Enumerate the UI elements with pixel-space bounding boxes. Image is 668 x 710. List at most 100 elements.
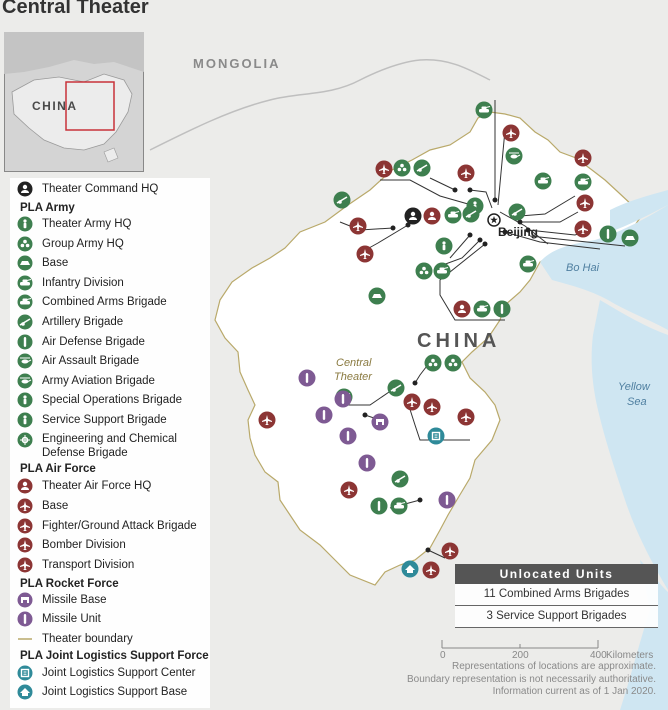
unit-tank-icon <box>444 206 462 224</box>
leader-line <box>343 389 393 406</box>
legend-army-item-6-symbol-icon <box>17 334 33 350</box>
legend-air-item-4-symbol-icon <box>17 557 33 573</box>
unit-base-icon <box>368 287 386 305</box>
legend-engineering <box>16 432 42 448</box>
legend-jlsf-item-0: Joint Logistics Support Center <box>16 665 195 681</box>
legend-theater-hq-symbol-icon <box>17 181 33 197</box>
leader-line <box>427 549 446 559</box>
unit-missile-icon <box>599 225 617 243</box>
unit-gun-icon <box>462 205 480 223</box>
legend-army-item-10: Service Support Brigade <box>16 412 167 428</box>
leader-line <box>439 239 481 267</box>
unit-gun-icon <box>333 191 351 209</box>
location-dot <box>467 232 473 238</box>
legend-army-item-9-symbol-icon <box>17 392 33 408</box>
leader-line <box>504 231 601 250</box>
leader-line <box>520 211 579 223</box>
leader-line <box>497 129 506 206</box>
bohai-label: Bo Hai <box>566 262 600 274</box>
legend-theater-hq-label: Theater Command HQ <box>42 183 159 195</box>
location-dot <box>517 219 523 225</box>
unlocated-units-panel: Unlocated Units 11 Combined Arms Brigade… <box>455 564 658 628</box>
legend-army-item-2-symbol-icon <box>17 255 33 271</box>
legend-army-item-1-symbol-icon <box>17 236 33 252</box>
location-dot <box>482 241 488 247</box>
legend-army-item-3: Infantry Division <box>16 275 124 291</box>
beijing-star-icon <box>487 213 501 227</box>
theater-label-line2: Theater <box>334 371 373 383</box>
unit-person-icon <box>435 237 453 255</box>
unit-missile-icon <box>315 406 333 424</box>
inset-china-label: CHINA <box>32 99 78 113</box>
unit-plane-icon <box>422 561 440 579</box>
unit-tank-icon <box>534 172 552 190</box>
unit-missile-icon <box>334 390 352 408</box>
legend-air-item-2: Fighter/Ground Attack Brigade <box>16 518 197 534</box>
leader-line <box>519 195 576 217</box>
legend-theater-hq: Theater Command HQ <box>16 181 158 197</box>
legend-rocket-item-0-symbol-icon <box>17 592 33 608</box>
unit-tank-icon <box>390 497 408 515</box>
legend-engineering-icon <box>17 432 33 448</box>
unit-plane-icon <box>349 217 367 235</box>
location-dot <box>362 412 368 418</box>
legend-theater-boundary-label: Theater boundary <box>42 633 133 645</box>
unit-plane-icon <box>502 124 520 142</box>
yellow-sea-label-1: Yellow <box>618 381 651 393</box>
legend-rocket-item-1-label: Missile Unit <box>42 613 101 625</box>
legend-air-item-0-label: Theater Air Force HQ <box>42 480 152 492</box>
location-dot <box>492 197 498 203</box>
legend-army-item-3-icon <box>17 275 33 291</box>
location-dot <box>417 497 423 503</box>
legend-rocket-item-0-label: Missile Base <box>42 594 107 606</box>
legend-army-item-1: Group Army HQ <box>16 236 124 252</box>
location-dot <box>467 187 473 193</box>
unit-gun-icon <box>413 159 431 177</box>
legend-air-item-0-icon <box>17 478 33 494</box>
mongolia-label: MONGOLIA <box>193 56 281 71</box>
unit-plane-icon <box>258 411 276 429</box>
legend-army-item-8-symbol-icon <box>17 373 33 389</box>
leader-line <box>499 211 549 245</box>
legend-army-item-8: Army Aviation Brigade <box>16 373 155 389</box>
unit-heli-icon <box>505 147 523 165</box>
legend-air-item-1-label: Base <box>42 499 69 512</box>
legend-army-item-9-label: Special Operations Brigade <box>42 394 182 407</box>
legend-jlsf-item-0-label: Joint Logistics Support Center <box>42 667 196 679</box>
unit-plane-icon <box>574 220 592 238</box>
legend-army-item-7-label: Air Assault Brigade <box>42 355 140 368</box>
legend-army-item-0: Theater Army HQ <box>16 216 131 232</box>
unit-missile-icon <box>339 427 357 445</box>
unit-plane-icon <box>403 393 421 411</box>
legend-army-item-10-label: Service Support Brigade <box>42 414 167 426</box>
unit-missile-icon <box>438 491 456 509</box>
legend-army-item-7-symbol-icon <box>17 353 33 369</box>
leader-line <box>429 177 456 191</box>
legend-heading-air-force: PLA Air Force <box>20 463 96 475</box>
legend-army-item-10-symbol-icon <box>17 412 33 428</box>
location-dot <box>412 380 418 386</box>
location-dot <box>452 187 458 193</box>
theater-label-line1: Central <box>336 357 372 369</box>
unit-plane-icon <box>441 542 459 560</box>
legend-army-item-9-icon <box>17 392 33 408</box>
legend-theater-boundary-icon <box>18 638 32 640</box>
legend-air-item-1-symbol-icon <box>17 498 33 514</box>
legend-army-item-6-icon <box>17 334 33 350</box>
scale-tick-400: 400 <box>590 650 607 660</box>
legend-air-item-1-icon <box>17 498 33 514</box>
unit-missile-icon <box>298 369 316 387</box>
unit-gun-icon <box>387 379 405 397</box>
legend-army-item-0-icon <box>17 216 33 232</box>
legend-rocket-item-1: Missile Unit <box>16 611 101 627</box>
legend-army-item-3-label: Infantry Division <box>42 276 124 289</box>
legend-army-item-0-label: Theater Army HQ <box>42 218 132 230</box>
unit-missile-icon <box>370 497 388 515</box>
legend-air-item-3-symbol-icon <box>17 537 33 553</box>
legend-theater-hq-icon <box>17 181 33 197</box>
location-dot <box>502 229 508 235</box>
legend: Theater Command HQ PLA Army Theater Army H… <box>10 178 210 708</box>
